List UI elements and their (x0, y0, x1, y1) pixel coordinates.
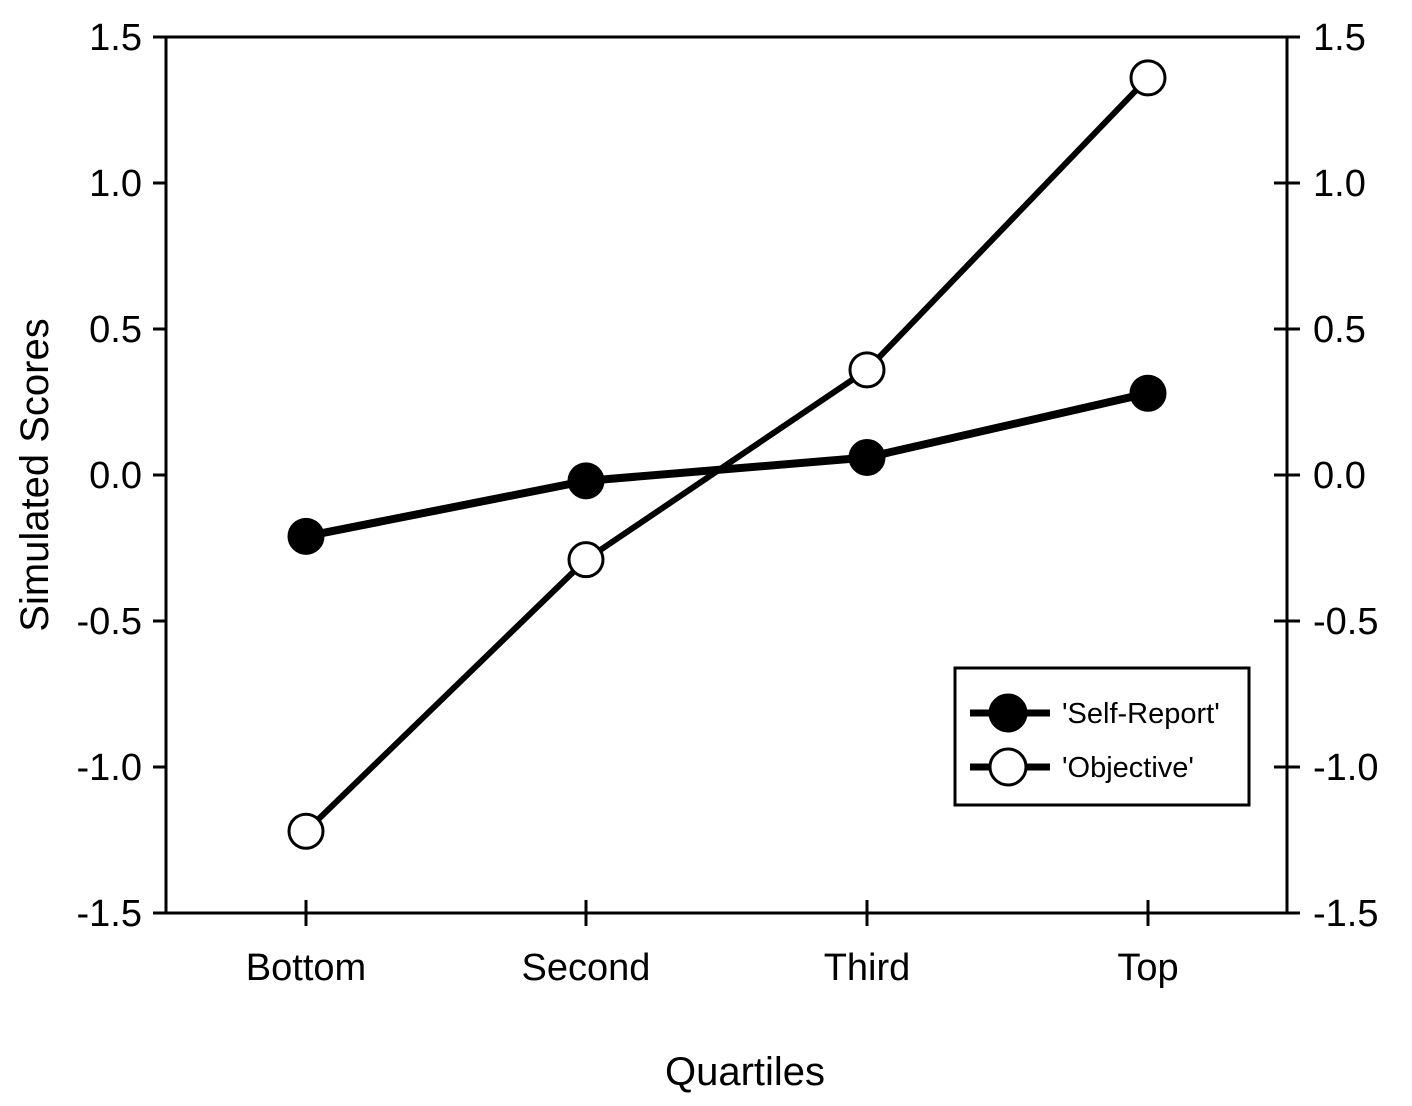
data-point (848, 351, 886, 389)
y-tick-label-right: -1.0 (1313, 747, 1378, 789)
series-1 (287, 59, 1167, 850)
x-axis-title: Quartiles (665, 1050, 825, 1094)
series-line (305, 389, 1149, 541)
axis-ticks (153, 35, 1300, 926)
data-point (287, 517, 325, 555)
legend-marker-self-report (988, 693, 1028, 733)
data-point (848, 438, 886, 476)
y-tick-label-left: 1.5 (89, 17, 142, 59)
series-line (303, 75, 1151, 834)
legend-box (953, 666, 1251, 807)
x-tick-label: Top (1117, 947, 1178, 989)
y-tick-label-left: -1.0 (77, 747, 142, 789)
x-tick-labels: Bottom Second Third Top (246, 947, 1179, 989)
legend: 'Self-Report' 'Objective' (953, 666, 1251, 807)
y-tick-label-left: 0.5 (89, 309, 142, 351)
data-point (287, 812, 325, 850)
y-tick-label-left: 0.0 (89, 455, 142, 497)
y-tick-label-left: -0.5 (77, 601, 142, 643)
data-point (1129, 59, 1167, 97)
y-tick-labels-left: -1.5 -1.0 -0.5 0.0 0.5 1.0 1.5 (77, 17, 142, 935)
x-tick-label: Bottom (246, 947, 366, 989)
y-tick-label-right: -0.5 (1313, 601, 1378, 643)
y-tick-label-right: 1.5 (1313, 17, 1366, 59)
y-tick-label-right: 0.0 (1313, 455, 1366, 497)
legend-marker-objective (988, 747, 1028, 787)
data-point (1129, 374, 1167, 412)
y-tick-label-left: -1.5 (77, 893, 142, 935)
x-tick-label: Third (824, 947, 911, 989)
series-layer (287, 59, 1167, 850)
y-tick-label-left: 1.0 (89, 163, 142, 205)
y-tick-label-right: 1.0 (1313, 163, 1366, 205)
y-tick-label-right: 0.5 (1313, 309, 1366, 351)
y-tick-labels-right: -1.5 -1.0 -0.5 0.0 0.5 1.0 1.5 (1313, 17, 1378, 935)
data-point (567, 462, 605, 500)
x-tick-label: Second (522, 947, 651, 989)
legend-label-self-report: 'Self-Report' (1062, 698, 1220, 730)
series-0 (287, 374, 1167, 555)
data-point (567, 541, 605, 579)
legend-label-objective: 'Objective' (1062, 752, 1194, 784)
y-tick-label-right: -1.5 (1313, 893, 1378, 935)
y-axis-title: Simulated Scores (13, 318, 57, 631)
